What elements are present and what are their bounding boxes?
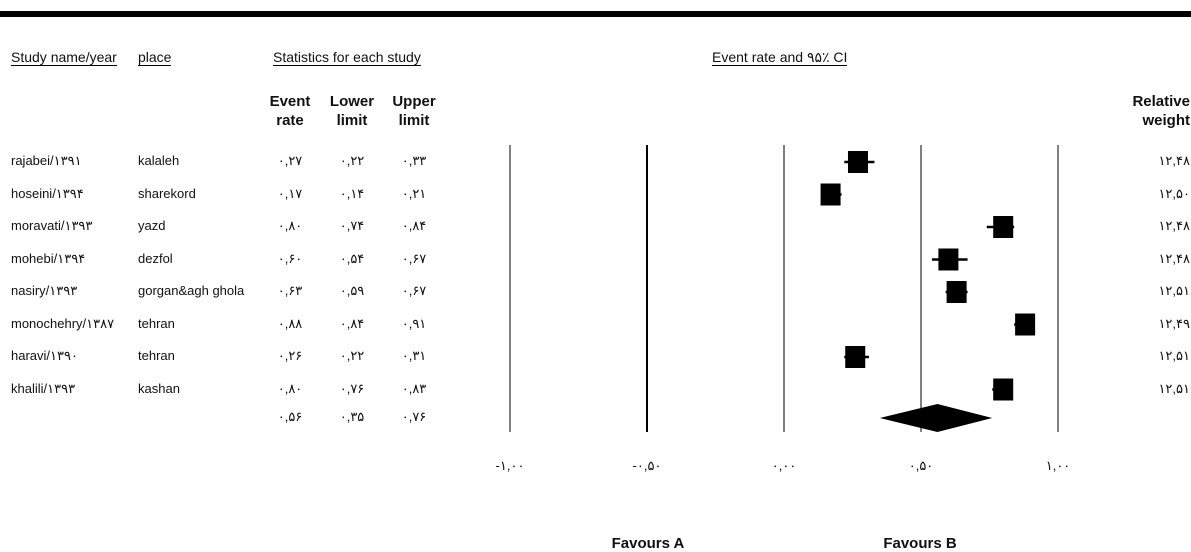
study-marker [993, 216, 1014, 238]
x-tick-label: ۰,۰۰ [772, 458, 797, 473]
upper-limit-header: Upper limit [388, 92, 440, 130]
study-marker [993, 378, 1014, 401]
event-rate-header-line1: Event [269, 93, 311, 110]
study-marker [946, 281, 967, 303]
lower-limit-value: ۰,۷۴ [339, 218, 365, 233]
upper-limit-value: ۰,۹۱ [401, 315, 427, 331]
x-tick-label: ۱,۰۰ [1046, 458, 1071, 473]
upper-limit-value: ۰,۸۴ [401, 218, 427, 233]
place-column-header: place [138, 49, 172, 66]
relative-weight-value: ۱۲,۴۸ [1158, 250, 1190, 266]
event-rate-header-line2: rate [276, 112, 304, 129]
event-rate-value: ۰,۸۰ [277, 380, 303, 396]
study-place: sharekord [138, 185, 196, 201]
summary-diamond [879, 404, 993, 432]
upper-limit-value: ۰,۳۱ [401, 348, 427, 363]
study-marker [847, 151, 868, 173]
event-rate-value: ۰,۸۰ [277, 218, 303, 233]
event-rate-value: ۰,۱۷ [277, 185, 303, 201]
upper-limit-value: ۰,۶۷ [401, 250, 427, 266]
statistics-header: Statistics for each study [273, 49, 421, 66]
study-name: hoseini/۱۳۹۴ [11, 185, 84, 201]
lower-limit-value: ۰,۲۲ [339, 348, 365, 363]
study-marker [845, 346, 866, 368]
relative-weight-value: ۱۲,۴۹ [1158, 315, 1190, 331]
study-marker [1015, 313, 1036, 336]
study-marker [820, 183, 841, 206]
study-name: nasiry/۱۳۹۳ [11, 283, 78, 298]
study-place: kashan [138, 380, 180, 396]
study-name: khalili/۱۳۹۳ [11, 380, 76, 396]
relative-weight-value: ۱۲,۵۱ [1158, 380, 1190, 396]
lower-limit-header-line2: limit [336, 112, 368, 129]
study-name: mohebi/۱۳۹۴ [11, 250, 86, 266]
study-place: tehran [138, 315, 175, 331]
study-name: moravati/۱۳۹۳ [11, 218, 93, 233]
lower-limit-header: Lower limit [326, 92, 378, 130]
lower-limit-value: ۰,۵۹ [339, 283, 365, 298]
x-tick-label: -۱,۰۰ [496, 458, 525, 473]
study-place: gorgan&agh ghola [138, 283, 245, 298]
event-rate-value: ۰,۲۶ [277, 348, 303, 363]
top-rule [0, 11, 1191, 17]
favours-b-label: Favours B [883, 535, 957, 552]
upper-limit-value: ۰,۶۷ [401, 283, 427, 298]
study-place: tehran [138, 348, 175, 363]
relative-weight-header-line2: weight [1142, 112, 1191, 129]
lower-limit-value: ۰,۷۶ [339, 380, 365, 396]
summary-rate: ۰,۵۶ [277, 409, 303, 424]
x-tick-label: ۰,۵۰ [909, 458, 934, 473]
study-place: dezfol [138, 250, 173, 266]
study-column-header: Study name/year [11, 49, 117, 66]
relative-weight-header: Relative weight [1110, 92, 1190, 130]
relative-weight-value: ۱۲,۴۸ [1158, 218, 1190, 233]
study-name: monochehry/۱۳۸۷ [11, 315, 115, 331]
lower-limit-value: ۰,۵۴ [339, 250, 365, 266]
lower-limit-value: ۰,۸۴ [339, 315, 365, 331]
lower-limit-value: ۰,۱۴ [339, 185, 365, 201]
lower-limit-header-line1: Lower [329, 93, 375, 110]
upper-limit-header-line2: limit [398, 112, 430, 129]
summary-upper: ۰,۷۶ [401, 409, 427, 424]
study-name: haravi/۱۳۹۰ [11, 348, 78, 363]
favours-a-label: Favours A [611, 535, 685, 552]
study-marker [938, 248, 959, 271]
upper-limit-value: ۰,۳۳ [401, 153, 427, 168]
relative-weight-value: ۱۲,۴۸ [1158, 153, 1190, 168]
lower-limit-value: ۰,۲۲ [339, 153, 365, 168]
study-place: yazd [138, 218, 166, 233]
upper-limit-value: ۰,۸۳ [401, 380, 427, 396]
event-rate-value: ۰,۶۰ [277, 250, 303, 266]
relative-weight-value: ۱۲,۵۱ [1158, 283, 1190, 298]
x-tick-label: -۰,۵۰ [633, 458, 662, 473]
event-rate-value: ۰,۶۳ [277, 283, 303, 298]
relative-weight-value: ۱۲,۵۰ [1158, 185, 1190, 201]
relative-weight-header-line1: Relative [1132, 93, 1190, 110]
ci-header: Event rate and ۹۵٪ CI [712, 49, 848, 66]
relative-weight-value: ۱۲,۵۱ [1158, 348, 1190, 363]
event-rate-value: ۰,۲۷ [277, 153, 303, 168]
event-rate-header: Event rate [264, 92, 316, 130]
upper-limit-value: ۰,۲۱ [401, 185, 427, 201]
upper-limit-header-line1: Upper [392, 93, 436, 110]
event-rate-value: ۰,۸۸ [277, 315, 303, 331]
study-place: kalaleh [138, 153, 180, 168]
study-name: rajabei/۱۳۹۱ [11, 153, 82, 168]
summary-lower: ۰,۳۵ [339, 409, 365, 424]
